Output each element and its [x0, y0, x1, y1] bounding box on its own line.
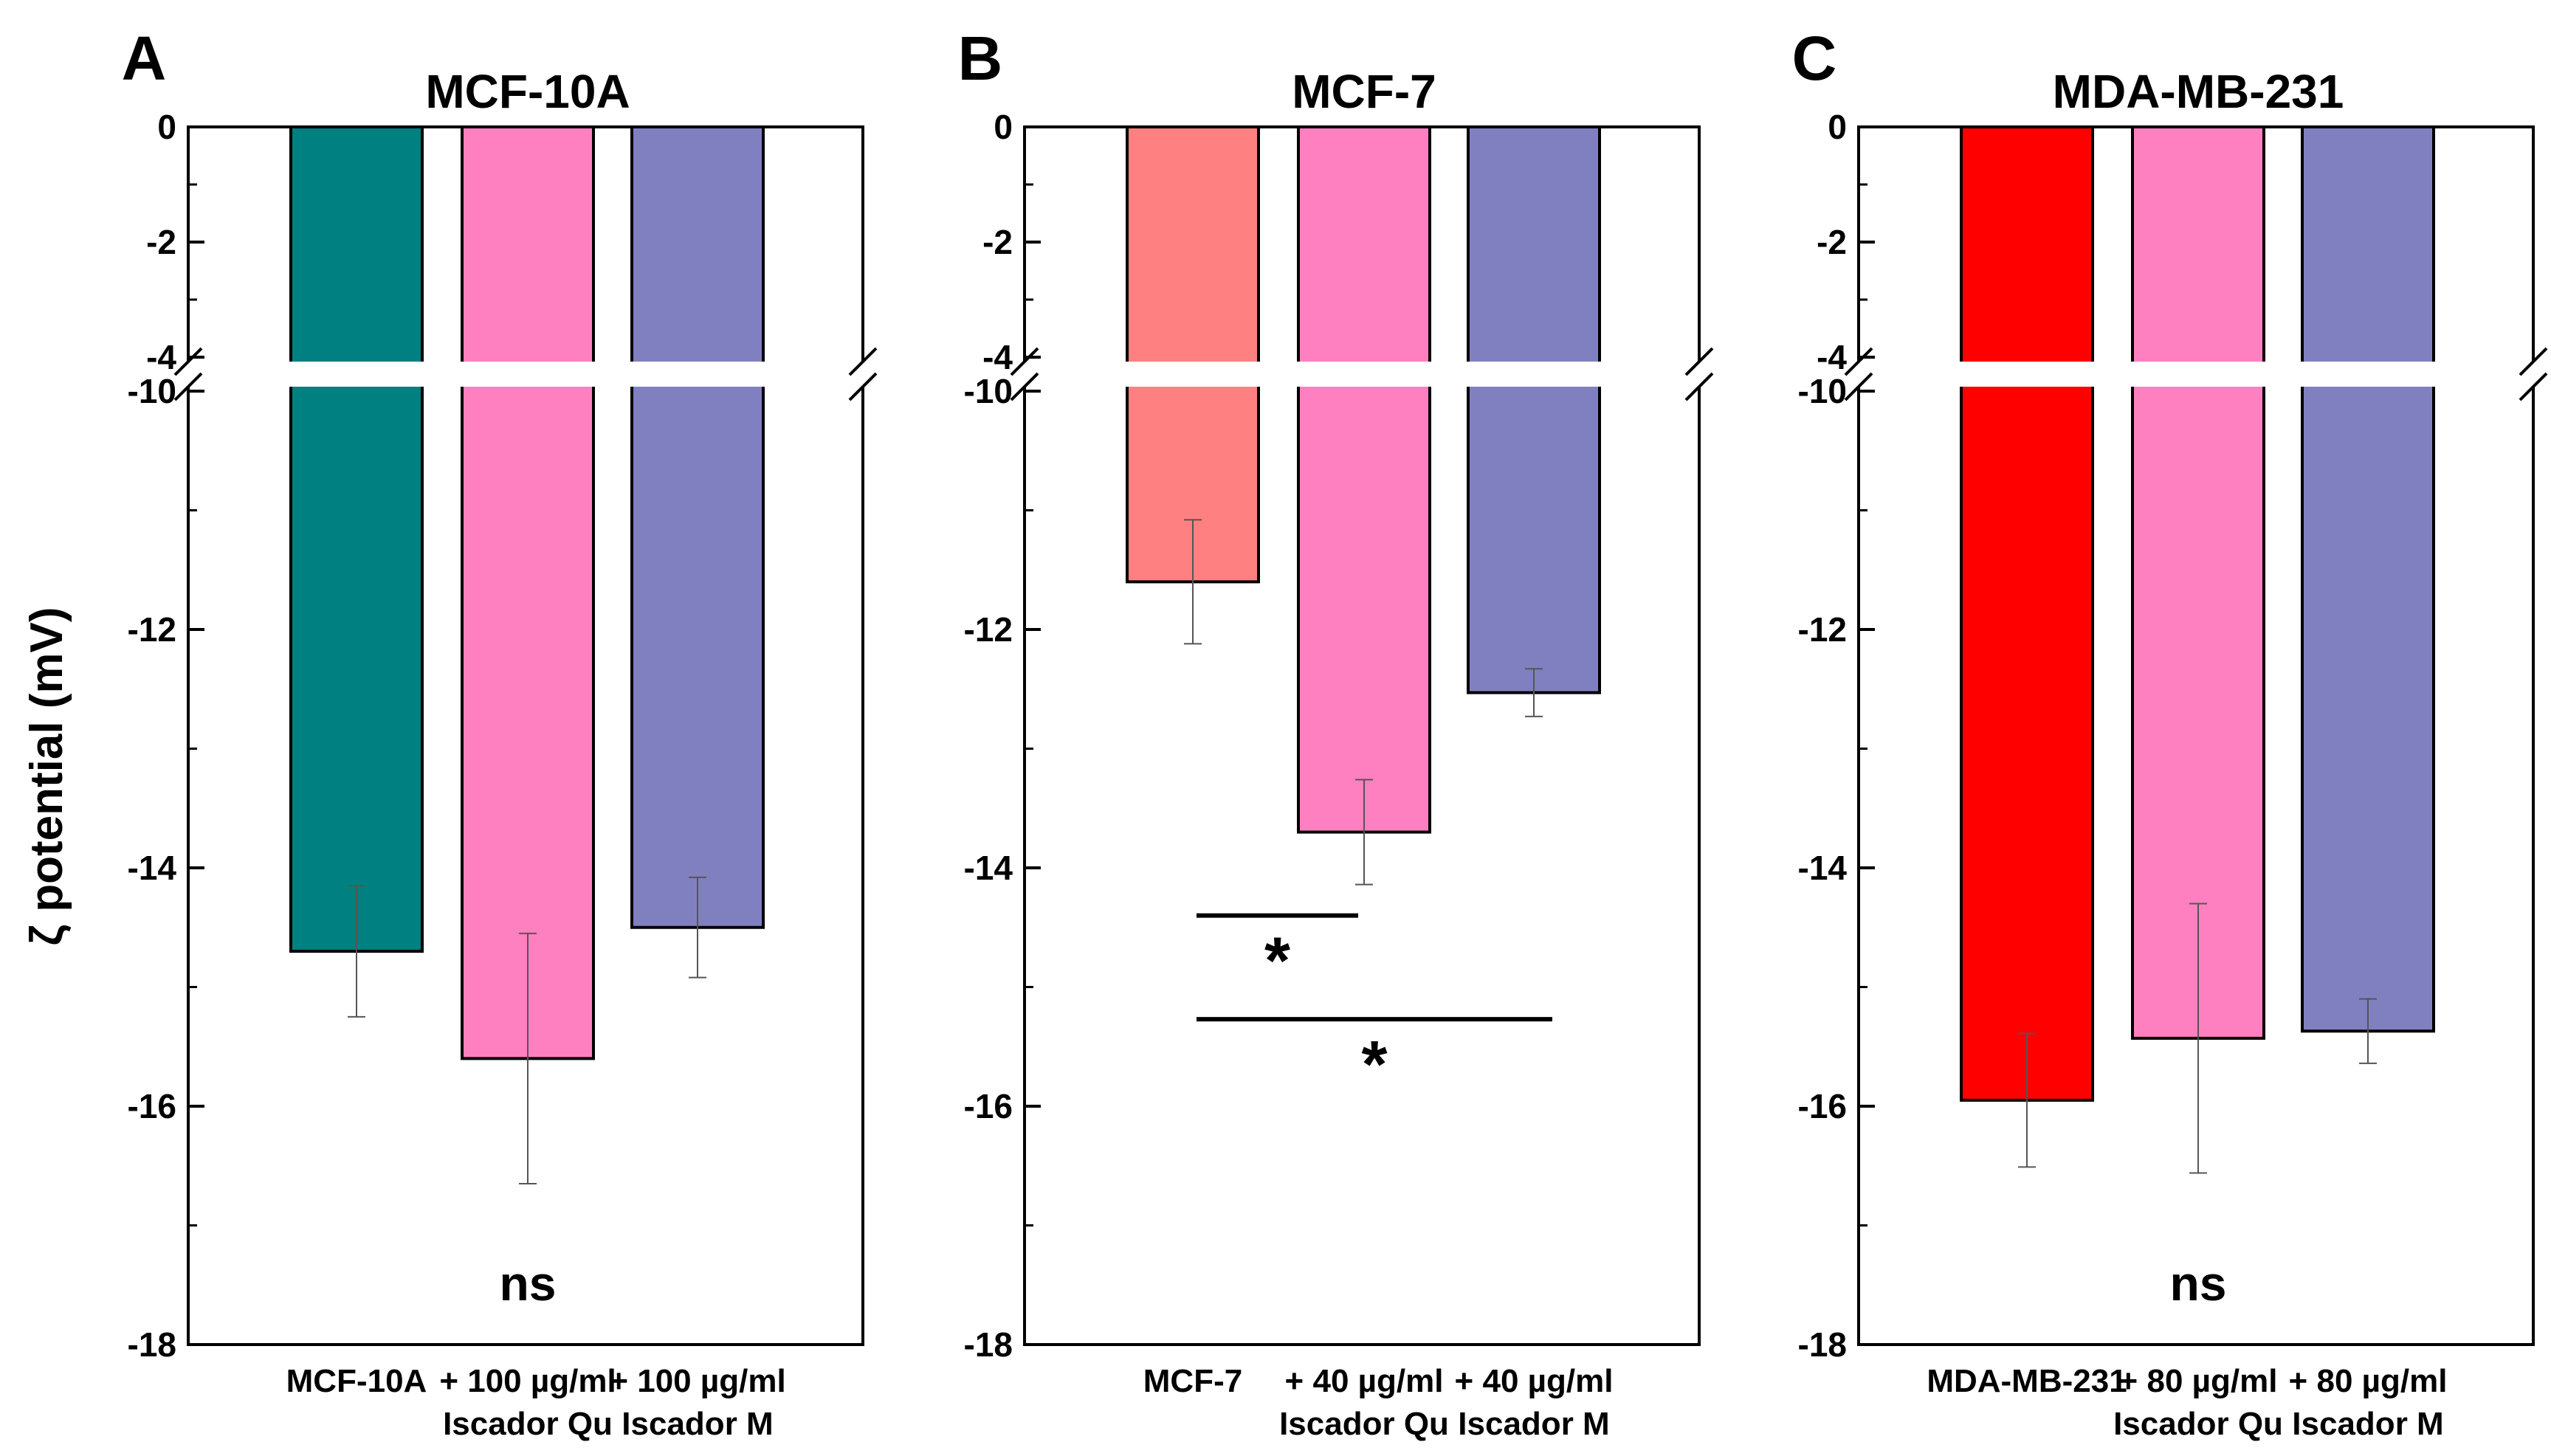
break-mark: [173, 347, 203, 376]
panel-letter: C: [1792, 24, 1837, 93]
y-tick-label: 0: [994, 108, 1013, 146]
panel-title: MCF-10A: [425, 65, 630, 118]
y-tick-label: -14: [1798, 849, 1848, 887]
bar: [2131, 125, 2265, 1040]
y-tick-label: -14: [964, 849, 1013, 887]
x-tick-label: Iscador Qu: [1279, 1406, 1449, 1442]
significance-annotation: ns: [499, 1256, 556, 1311]
y-tick-label: -12: [964, 610, 1013, 649]
axis-break-gap: [1002, 362, 1721, 387]
y-tick-label: -16: [1798, 1087, 1847, 1125]
break-mark: [2519, 347, 2548, 376]
x-tick-label: MCF-10A: [286, 1363, 427, 1399]
break-mark: [1684, 347, 1714, 376]
y-tick-label: -16: [964, 1087, 1013, 1125]
bar: [461, 125, 595, 1060]
x-tick-label: Iscador M: [2292, 1406, 2443, 1442]
x-tick-label: Iscador Qu: [2113, 1406, 2283, 1442]
bar: [2301, 125, 2435, 1033]
panel-letter: A: [122, 24, 167, 93]
plot-frame-top: [187, 125, 864, 362]
y-tick-label: 0: [1828, 108, 1847, 146]
plot-frame-bottom: [187, 387, 864, 1346]
bar: [1467, 125, 1601, 694]
bar: [1297, 125, 1431, 834]
y-tick-label: -18: [1798, 1325, 1847, 1364]
y-tick-label: -14: [128, 849, 177, 887]
x-tick-label: MCF-7: [1143, 1363, 1242, 1399]
panel-title: MDA-MB-231: [2053, 65, 2344, 118]
x-tick-label: + 100 µg/ml: [439, 1363, 616, 1399]
x-tick-label: Iscador M: [1458, 1406, 1609, 1442]
y-tick-label: -18: [964, 1325, 1013, 1364]
x-tick-label: Iscador M: [622, 1406, 773, 1442]
break-mark: [1010, 347, 1039, 376]
y-tick-label: -2: [146, 223, 176, 261]
y-tick-label: -2: [982, 223, 1013, 261]
bar: [1960, 125, 2094, 1102]
y-tick-label: -10: [128, 372, 176, 410]
y-tick-label: -10: [1798, 372, 1847, 410]
x-tick-label: + 40 µg/ml: [1455, 1363, 1614, 1399]
y-tick-label: -16: [128, 1087, 176, 1125]
plot-frame-bottom: [1023, 387, 1701, 1346]
break-mark: [1684, 372, 1714, 401]
panel-letter: B: [958, 24, 1003, 93]
y-axis-label: ζ potential (mV): [21, 607, 72, 945]
break-mark: [1010, 372, 1039, 401]
plot-frame-top: [1023, 125, 1701, 362]
y-tick-label: -12: [128, 610, 176, 649]
bar: [1126, 125, 1260, 584]
significance-annotation: ns: [2169, 1256, 2226, 1311]
axis-break-gap: [1836, 362, 2551, 387]
y-tick-label: -4: [1817, 338, 1847, 376]
panel-title: MCF-7: [1292, 65, 1436, 118]
y-tick-label: -4: [146, 338, 176, 376]
y-tick-label: -12: [1798, 610, 1847, 649]
x-tick-label: + 40 µg/ml: [1285, 1363, 1444, 1399]
bar: [289, 125, 424, 953]
break-mark: [848, 347, 878, 376]
axis-break-gap: [166, 362, 885, 387]
x-tick-label: + 80 µg/ml: [2289, 1363, 2448, 1399]
bar: [630, 125, 765, 929]
x-tick-label: + 80 µg/ml: [2119, 1363, 2278, 1399]
y-tick-label: -4: [982, 338, 1013, 376]
break-mark: [173, 372, 203, 401]
break-mark: [2519, 372, 2548, 401]
break-mark: [1844, 372, 1873, 401]
y-tick-label: -2: [1817, 223, 1847, 261]
y-tick-label: -18: [128, 1325, 176, 1364]
plot-frame-top: [1857, 125, 2535, 362]
plot-frame-bottom: [1857, 387, 2535, 1346]
x-tick-label: MDA-MB-231: [1927, 1363, 2127, 1399]
x-tick-label: Iscador Qu: [443, 1406, 613, 1442]
x-tick-label: + 100 µg/ml: [609, 1363, 785, 1399]
significance-star: *: [1361, 1028, 1387, 1102]
significance-star: *: [1264, 925, 1290, 998]
y-tick-label: 0: [157, 108, 176, 146]
y-tick-label: -10: [964, 372, 1013, 410]
break-mark: [1844, 347, 1873, 376]
break-mark: [848, 372, 878, 401]
